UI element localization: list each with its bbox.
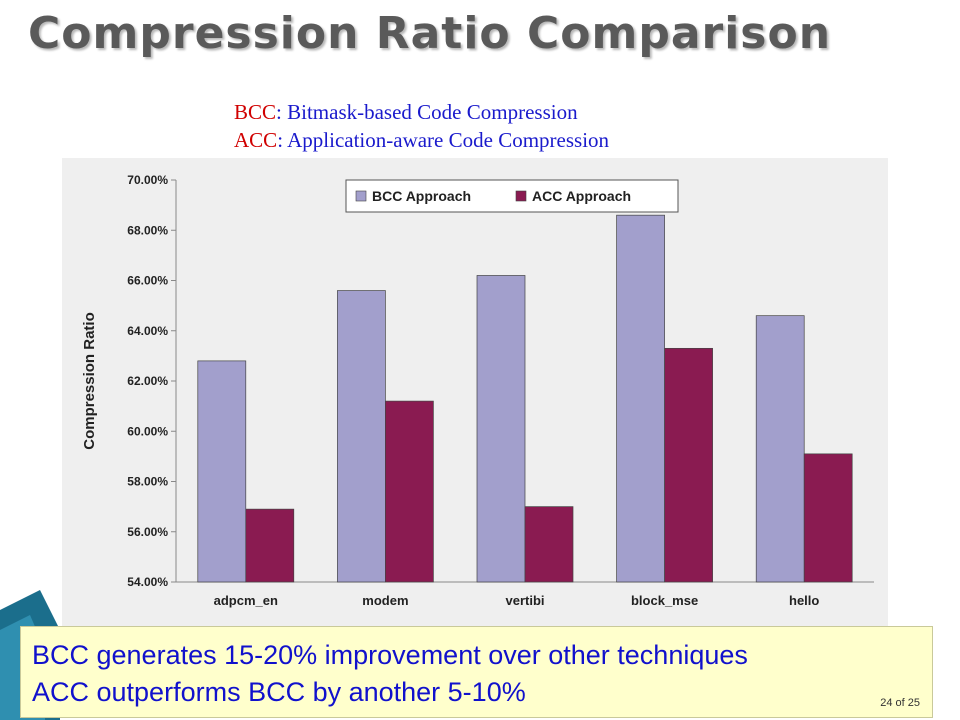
- y-tick-label: 68.00%: [127, 223, 168, 237]
- bar-bcc: [197, 360, 247, 583]
- definition-text: : Application-aware Code Compression: [277, 128, 610, 152]
- y-tick-label: 66.00%: [127, 274, 168, 288]
- legend-swatch: [515, 190, 527, 202]
- definition-acc: ACC: Application-aware Code Compression: [234, 126, 609, 154]
- definition-bcc: BCC: Bitmask-based Code Compression: [234, 98, 609, 126]
- legend-box: [345, 179, 679, 213]
- y-tick-label: 70.00%: [127, 173, 168, 187]
- bar-acc: [664, 347, 713, 583]
- chart-panel: 54.00% 56.00% 58.00% 60.00% 62.00% 64.00% 66.0…: [62, 158, 888, 628]
- y-tick-label: 60.00%: [127, 424, 168, 438]
- definition-text: : Bitmask-based Code Compression: [276, 100, 578, 124]
- abbreviation-definitions: BCC: Bitmask-based Code Compression ACC:…: [234, 98, 609, 154]
- x-tick-label: block_mse: [631, 593, 698, 608]
- bar-acc: [803, 453, 853, 583]
- summary-callout: BCC generates 15-20% improvement over ot…: [20, 626, 933, 718]
- x-tick-label: vertibi: [505, 593, 544, 608]
- bar-acc: [524, 506, 574, 583]
- bar-bcc: [616, 214, 665, 583]
- x-tick-label: adpcm_en: [214, 593, 278, 608]
- bar-acc: [385, 400, 434, 583]
- legend-label: ACC Approach: [532, 188, 631, 204]
- bar-bcc: [476, 275, 526, 583]
- y-tick-label: 58.00%: [127, 475, 168, 489]
- bar-acc: [245, 508, 295, 583]
- y-tick-label: 54.00%: [127, 575, 168, 589]
- y-axis-title: Compression Ratio: [81, 312, 98, 450]
- slide-title: Compression Ratio Comparison: [28, 8, 832, 59]
- legend-label: BCC Approach: [372, 188, 471, 204]
- callout-line: BCC generates 15-20% improvement over ot…: [32, 640, 748, 670]
- y-tick-label: 62.00%: [127, 374, 168, 388]
- y-tick-label: 56.00%: [127, 525, 168, 539]
- definition-abbr: ACC: [234, 128, 278, 152]
- page-number: 24 of 25: [880, 697, 920, 709]
- legend-swatch: [355, 190, 367, 202]
- bar-chart: 54.00% 56.00% 58.00% 60.00% 62.00% 64.00% 66.0…: [81, 173, 874, 608]
- y-tick-label: 64.00%: [127, 324, 168, 338]
- bar-bcc: [337, 290, 386, 583]
- x-tick-label: hello: [789, 593, 819, 608]
- x-tick-label: modem: [362, 593, 408, 608]
- bar-bcc: [755, 315, 805, 583]
- callout-line: ACC outperforms BCC by another 5-10%: [32, 677, 526, 707]
- definition-abbr: BCC: [234, 100, 277, 124]
